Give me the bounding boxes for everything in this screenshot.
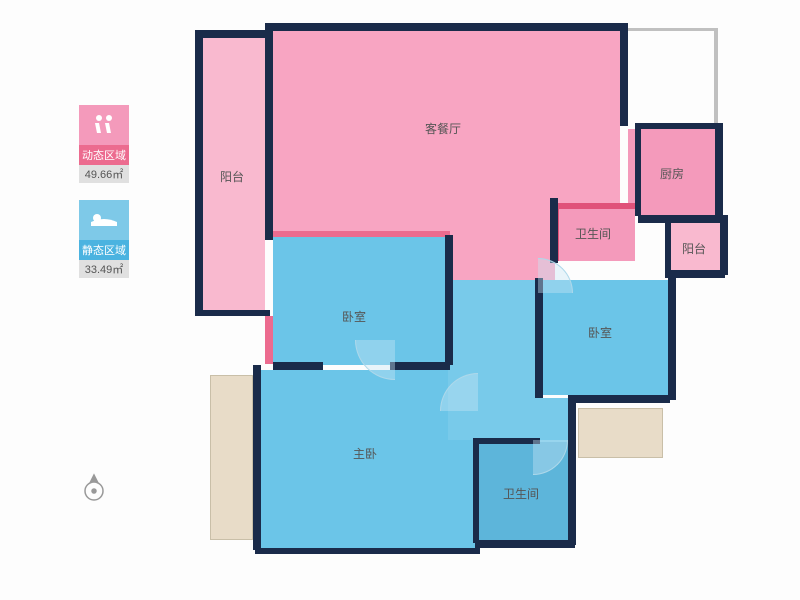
compass-icon (79, 473, 109, 503)
legend-dynamic: 动态区域 49.66㎡ (79, 105, 129, 183)
wall (265, 23, 625, 31)
wall (475, 540, 575, 548)
sleep-icon (79, 200, 129, 240)
wall (570, 395, 670, 403)
balcony-beige2 (578, 408, 663, 458)
wall (445, 235, 453, 365)
wall (473, 438, 479, 543)
wall (550, 198, 558, 263)
wall (535, 278, 543, 398)
wall (390, 362, 450, 370)
wall (253, 365, 261, 550)
label-kitchen: 厨房 (660, 165, 684, 182)
wall (195, 30, 203, 315)
label-bedroom1: 卧室 (342, 308, 366, 325)
blue-walkway2 (475, 398, 568, 442)
wall (665, 220, 671, 272)
wall (620, 23, 628, 126)
wall (265, 30, 273, 240)
legend-dynamic-value: 49.66㎡ (79, 165, 129, 183)
wall (638, 215, 728, 223)
label-living: 客餐厅 (425, 120, 461, 137)
label-balcony1: 阳台 (220, 168, 244, 185)
label-master: 主卧 (353, 445, 377, 462)
wall (635, 128, 641, 216)
wall (720, 215, 728, 275)
wall (568, 395, 576, 545)
label-bathroom2: 卫生间 (503, 485, 539, 502)
pink-strip3 (265, 316, 273, 364)
wall (475, 438, 540, 444)
people-icon (79, 105, 129, 145)
legend-static-label: 静态区域 (79, 240, 129, 260)
balcony-beige (210, 375, 253, 540)
legend-static: 静态区域 33.49㎡ (79, 200, 129, 278)
wall (273, 362, 323, 370)
door-arc (538, 258, 573, 293)
legend-static-value: 33.49㎡ (79, 260, 129, 278)
wall (255, 548, 480, 554)
wall (195, 30, 270, 38)
wall (668, 275, 676, 400)
label-bedroom2: 卧室 (588, 324, 612, 341)
floorplan: 客餐厅 阳台 厨房 卫生间 阳台 卧室 卧室 主卧 卫生间 (180, 20, 780, 580)
gap (628, 28, 718, 123)
label-bathroom1: 卫生间 (575, 225, 611, 242)
label-balcony2: 阳台 (682, 240, 706, 257)
wall (195, 310, 270, 316)
legend-dynamic-label: 动态区域 (79, 145, 129, 165)
wall (715, 123, 723, 223)
